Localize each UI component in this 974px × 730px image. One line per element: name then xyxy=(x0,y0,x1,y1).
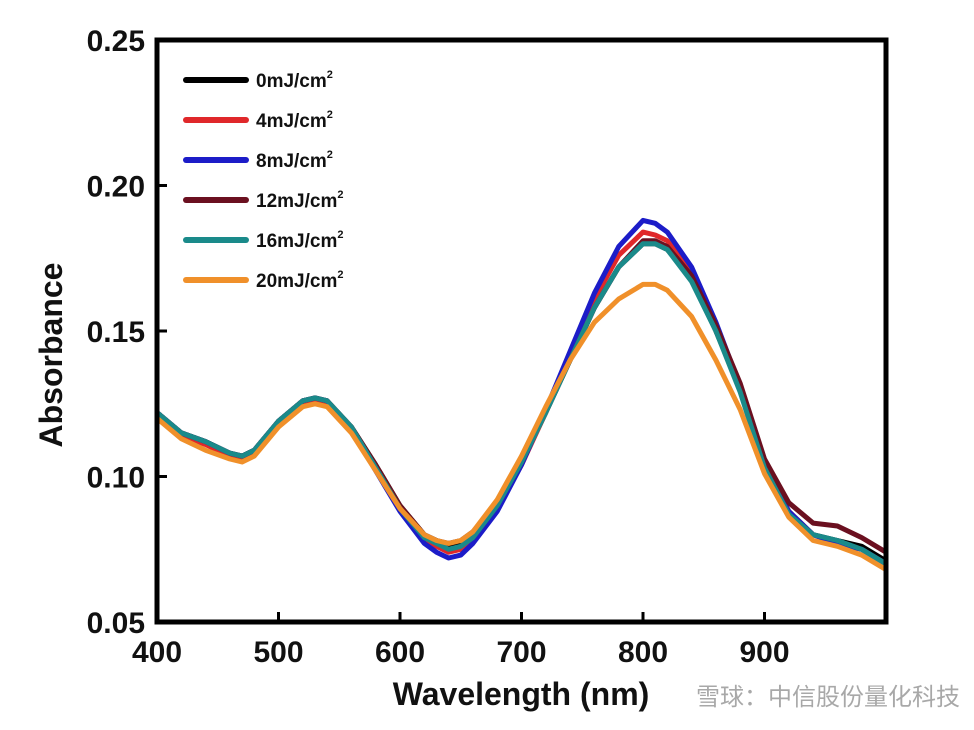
legend-label-2: 8mJ/cm2 xyxy=(256,149,333,172)
y-tick-label: 0.15 xyxy=(87,316,145,349)
watermark: 雪球：中信股份量化科技 xyxy=(696,683,960,711)
legend-label-1: 4mJ/cm2 xyxy=(256,109,333,132)
axis-ticks: 400 500 600 700 800 900 0.05 0.10 0.15 0.20 0.25 xyxy=(87,25,790,669)
legend-label-3: 12mJ/cm2 xyxy=(256,189,343,212)
series-line-4 xyxy=(154,241,889,567)
legend-label-0: 0mJ/cm2 xyxy=(256,69,333,92)
legend-label-4: 16mJ/cm2 xyxy=(256,229,343,252)
x-tick-label: 900 xyxy=(739,636,789,669)
legend: 0mJ/cm2 4mJ/cm2 8mJ/cm2 12mJ/cm2 16mJ/cm2 20m… xyxy=(183,69,343,292)
y-axis-title: Absorbance xyxy=(33,263,69,448)
x-tick-label: 800 xyxy=(618,636,668,669)
x-tick-label: 700 xyxy=(496,636,546,669)
x-tick-label: 400 xyxy=(132,636,182,669)
x-tick-label: 600 xyxy=(375,636,425,669)
y-tick-label: 0.20 xyxy=(87,171,145,204)
y-tick-label: 0.25 xyxy=(87,25,145,58)
x-axis-title: Wavelength (nm) xyxy=(393,676,650,712)
series-line-5 xyxy=(154,281,889,573)
x-tick-label: 500 xyxy=(253,636,303,669)
legend-label-5: 20mJ/cm2 xyxy=(256,269,343,292)
plot-lines xyxy=(154,217,889,573)
y-tick-label: 0.10 xyxy=(87,462,145,495)
y-tick-label: 0.05 xyxy=(87,607,145,640)
